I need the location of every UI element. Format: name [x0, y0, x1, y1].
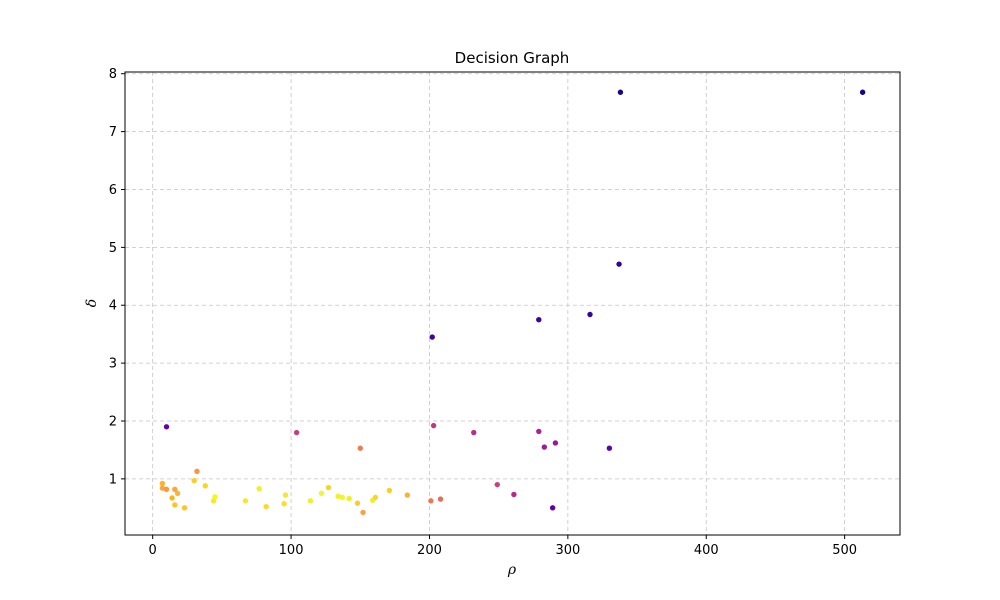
x-tick-label: 0 — [149, 543, 157, 558]
data-point — [339, 494, 345, 501]
data-point — [430, 422, 437, 429]
data-point — [263, 503, 269, 510]
data-point — [354, 500, 361, 506]
data-point — [617, 89, 624, 95]
x-tick-label: 400 — [694, 543, 719, 558]
data-point — [372, 494, 379, 501]
data-point — [210, 498, 217, 504]
x-tick-label: 500 — [832, 543, 857, 558]
data-point — [552, 440, 559, 446]
x-tick-label: 100 — [279, 543, 304, 558]
y-tick-label: 4 — [109, 299, 117, 314]
y-tick-label: 6 — [109, 183, 117, 198]
data-point — [325, 484, 332, 491]
y-axis-ticks: 1 2 3 4 5 6 7 8 — [109, 67, 125, 487]
scatter-points — [159, 89, 866, 516]
data-point — [549, 505, 556, 511]
data-point — [307, 498, 314, 504]
data-point — [194, 468, 200, 475]
data-point — [404, 492, 411, 498]
data-point — [242, 498, 249, 504]
x-axis-ticks: 0 100 200 300 400 500 — [149, 535, 857, 558]
data-point — [212, 494, 218, 500]
data-point — [357, 445, 363, 451]
data-point — [318, 490, 325, 497]
y-axis-label: δ — [84, 299, 100, 307]
data-point — [536, 317, 542, 323]
data-point — [163, 424, 170, 430]
data-point — [541, 444, 548, 450]
data-point — [616, 261, 622, 267]
data-point — [428, 498, 434, 504]
data-point — [471, 429, 477, 436]
data-point — [281, 501, 287, 507]
y-tick-label: 5 — [109, 241, 117, 256]
data-point — [511, 491, 517, 498]
y-tick-label: 7 — [109, 125, 117, 140]
grid-lines — [125, 72, 900, 535]
data-point — [172, 502, 178, 508]
data-point — [256, 486, 262, 492]
data-point — [172, 486, 178, 492]
data-point — [181, 505, 188, 511]
y-tick-label: 2 — [109, 414, 117, 429]
x-tick-label: 300 — [555, 543, 580, 558]
data-point — [346, 495, 352, 502]
data-point — [202, 483, 208, 489]
x-axis-label: ρ — [507, 562, 517, 578]
chart-title: Decision Graph — [455, 49, 570, 67]
y-tick-label: 8 — [109, 67, 117, 82]
data-point — [169, 495, 175, 501]
data-point — [335, 493, 341, 499]
data-point — [293, 429, 300, 436]
data-point — [191, 477, 197, 484]
data-point — [282, 492, 289, 498]
data-point — [536, 428, 542, 435]
data-point — [163, 486, 170, 492]
y-tick-label: 3 — [109, 357, 117, 372]
data-point — [606, 445, 613, 451]
data-point — [360, 509, 366, 516]
data-point — [859, 89, 866, 95]
y-tick-label: 1 — [109, 472, 117, 487]
data-point — [494, 481, 500, 488]
data-point — [386, 487, 393, 494]
plot-frame — [124, 71, 901, 536]
data-point — [587, 311, 593, 318]
data-point — [159, 480, 166, 487]
data-point — [429, 334, 435, 340]
data-point — [437, 496, 444, 502]
data-point — [159, 485, 166, 491]
x-tick-label: 200 — [417, 543, 442, 558]
data-point — [174, 490, 181, 497]
